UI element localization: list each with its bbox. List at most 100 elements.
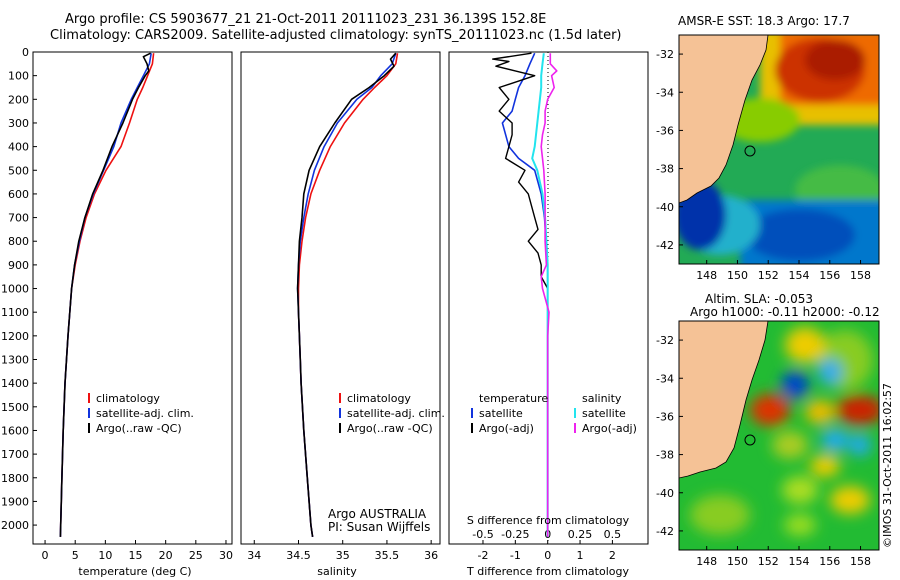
lon-tick-label: 156	[819, 555, 840, 568]
sla-positive-mid	[805, 400, 835, 424]
lat-tick-label: -38	[656, 449, 674, 462]
depth-tick-label: 900	[8, 259, 29, 272]
x-tick-label: 35.5	[375, 549, 400, 562]
x-tick-label: 25	[189, 549, 203, 562]
salinity-panel-frame	[240, 51, 441, 545]
sla-positive-e	[836, 395, 879, 425]
profile-title: Argo profile: CS 5903677_21 21-Oct-2011 …	[65, 12, 547, 27]
depth-tick-label: 100	[8, 70, 29, 83]
depth-tick-label: 1500	[1, 401, 29, 414]
sla-map	[679, 321, 879, 550]
depth-tick-label: 2000	[1, 519, 29, 532]
x-tick-label: 10	[98, 549, 112, 562]
depth-tick-label: 1300	[1, 354, 29, 367]
lon-tick-label: 158	[850, 555, 871, 568]
sla-positive-s3	[782, 476, 818, 504]
sst-map-title: AMSR-E SST: 18.3 Argo: 17.7	[678, 14, 850, 28]
legend-label-climatology: climatology	[347, 392, 411, 405]
sst-map	[679, 35, 879, 264]
temperature-panel-frame	[32, 51, 233, 545]
climatology-title: Climatology: CARS2009. Satellite-adjuste…	[50, 28, 622, 43]
x-tick-label: 1	[577, 549, 584, 562]
lat-tick-label: -36	[656, 124, 674, 137]
depth-tick-label: 0	[22, 46, 29, 59]
lon-tick-label: 150	[727, 555, 748, 568]
legend-title-temperature: temperature	[479, 392, 548, 405]
series-line-satellite-adj-clim-	[296, 52, 397, 538]
series-line-salinity-satellite	[531, 53, 549, 537]
lon-tick-label: 154	[789, 269, 810, 282]
s-difference-tick-label: -0.25	[501, 528, 529, 541]
sla-frame	[678, 320, 880, 551]
lat-tick-label: -34	[656, 372, 674, 385]
s-difference-axis-label: S difference from climatology	[467, 514, 630, 527]
sla-land	[679, 321, 769, 479]
depth-tick-label: 1200	[1, 330, 29, 343]
difference-legend: temperature satellite Argo(-adj) salinit…	[471, 392, 637, 435]
legend-title-salinity: salinity	[582, 392, 622, 405]
lat-tick-label: -36	[656, 410, 674, 423]
lon-tick-label: 156	[819, 269, 840, 282]
sla-negative-3	[821, 429, 849, 451]
depth-tick-label: 1900	[1, 495, 29, 508]
depth-tick-label: 500	[8, 164, 29, 177]
sla-ticks: -32 -34 -36 -38 -40 -42 148 150 152 154 156 158	[656, 334, 871, 568]
legend-label-satellite: satellite-adj. clim.	[347, 407, 445, 420]
x-tick-label: -2	[477, 549, 488, 562]
sla-positive-s	[772, 431, 808, 459]
series-line-argo-raw-qc-	[59, 52, 151, 537]
s-difference-tick-label: -0.5	[472, 528, 493, 541]
lon-tick-label: 152	[758, 555, 779, 568]
sla-field	[690, 327, 879, 536]
legend-label-satellite: satellite-adj. clim.	[96, 407, 194, 420]
lat-tick-label: -32	[656, 334, 674, 347]
depth-tick-label: 300	[8, 117, 29, 130]
lon-tick-label: 150	[727, 269, 748, 282]
lon-tick-label: 148	[696, 269, 717, 282]
depth-tick-label: 1400	[1, 377, 29, 390]
depth-tick-label: 1000	[1, 283, 29, 296]
salinity-axis-label: salinity	[317, 565, 357, 578]
x-tick-label: 34	[247, 549, 261, 562]
depth-tick-label: 800	[8, 235, 29, 248]
x-tick-label: 0	[544, 549, 551, 562]
argo-owner-label: Argo AUSTRALIA	[328, 507, 427, 521]
sla-positive-s2	[810, 455, 840, 477]
sla-argo-heights: Argo h1000: -0.11 h2000: -0.12	[690, 305, 880, 319]
lon-tick-label: 152	[758, 269, 779, 282]
lat-tick-label: -40	[656, 487, 674, 500]
depth-tick-label: 1800	[1, 472, 29, 485]
sla-positive-w	[750, 394, 790, 426]
x-tick-label: 15	[129, 549, 143, 562]
x-tick-label: -1	[510, 549, 521, 562]
legend-label-climatology: climatology	[96, 392, 160, 405]
lon-tick-label: 154	[789, 555, 810, 568]
x-tick-label: 0	[42, 549, 49, 562]
lat-tick-label: -32	[656, 48, 674, 61]
sst-cold-core	[745, 209, 855, 261]
legend-label-s-argo: Argo(-adj)	[582, 422, 637, 435]
temperature-legend: climatology satellite-adj. clim. Argo(..…	[88, 392, 194, 435]
sla-argo-position-marker	[744, 434, 756, 446]
legend-label-t-satellite: satellite	[479, 407, 523, 420]
x-tick-label: 36	[424, 549, 438, 562]
depth-tick-label: 400	[8, 141, 29, 154]
x-tick-label: 2	[609, 549, 616, 562]
lat-tick-label: -42	[656, 525, 674, 538]
series-line-climatology	[59, 53, 155, 537]
sla-positive-s4	[830, 486, 870, 514]
sla-positive-n	[785, 327, 825, 363]
sla-positive-sw	[690, 495, 750, 535]
lat-tick-label: -40	[656, 201, 674, 214]
s-difference-tick-label: 0.25	[568, 528, 593, 541]
depth-tick-label: 600	[8, 188, 29, 201]
legend-label-s-satellite: satellite	[582, 407, 626, 420]
series-line-temperature-satellite	[501, 52, 549, 537]
x-tick-label: 5	[72, 549, 79, 562]
sla-map-title: Altim. SLA: -0.053	[705, 292, 814, 306]
sla-positive-s5	[784, 514, 816, 536]
depth-tick-label: 1700	[1, 448, 29, 461]
salinity-legend: climatology satellite-adj. clim. Argo(..…	[339, 392, 445, 435]
sst-ticks: -32 -34 -36 -38 -40 -42 148 150 152 154 156 158	[656, 48, 871, 282]
